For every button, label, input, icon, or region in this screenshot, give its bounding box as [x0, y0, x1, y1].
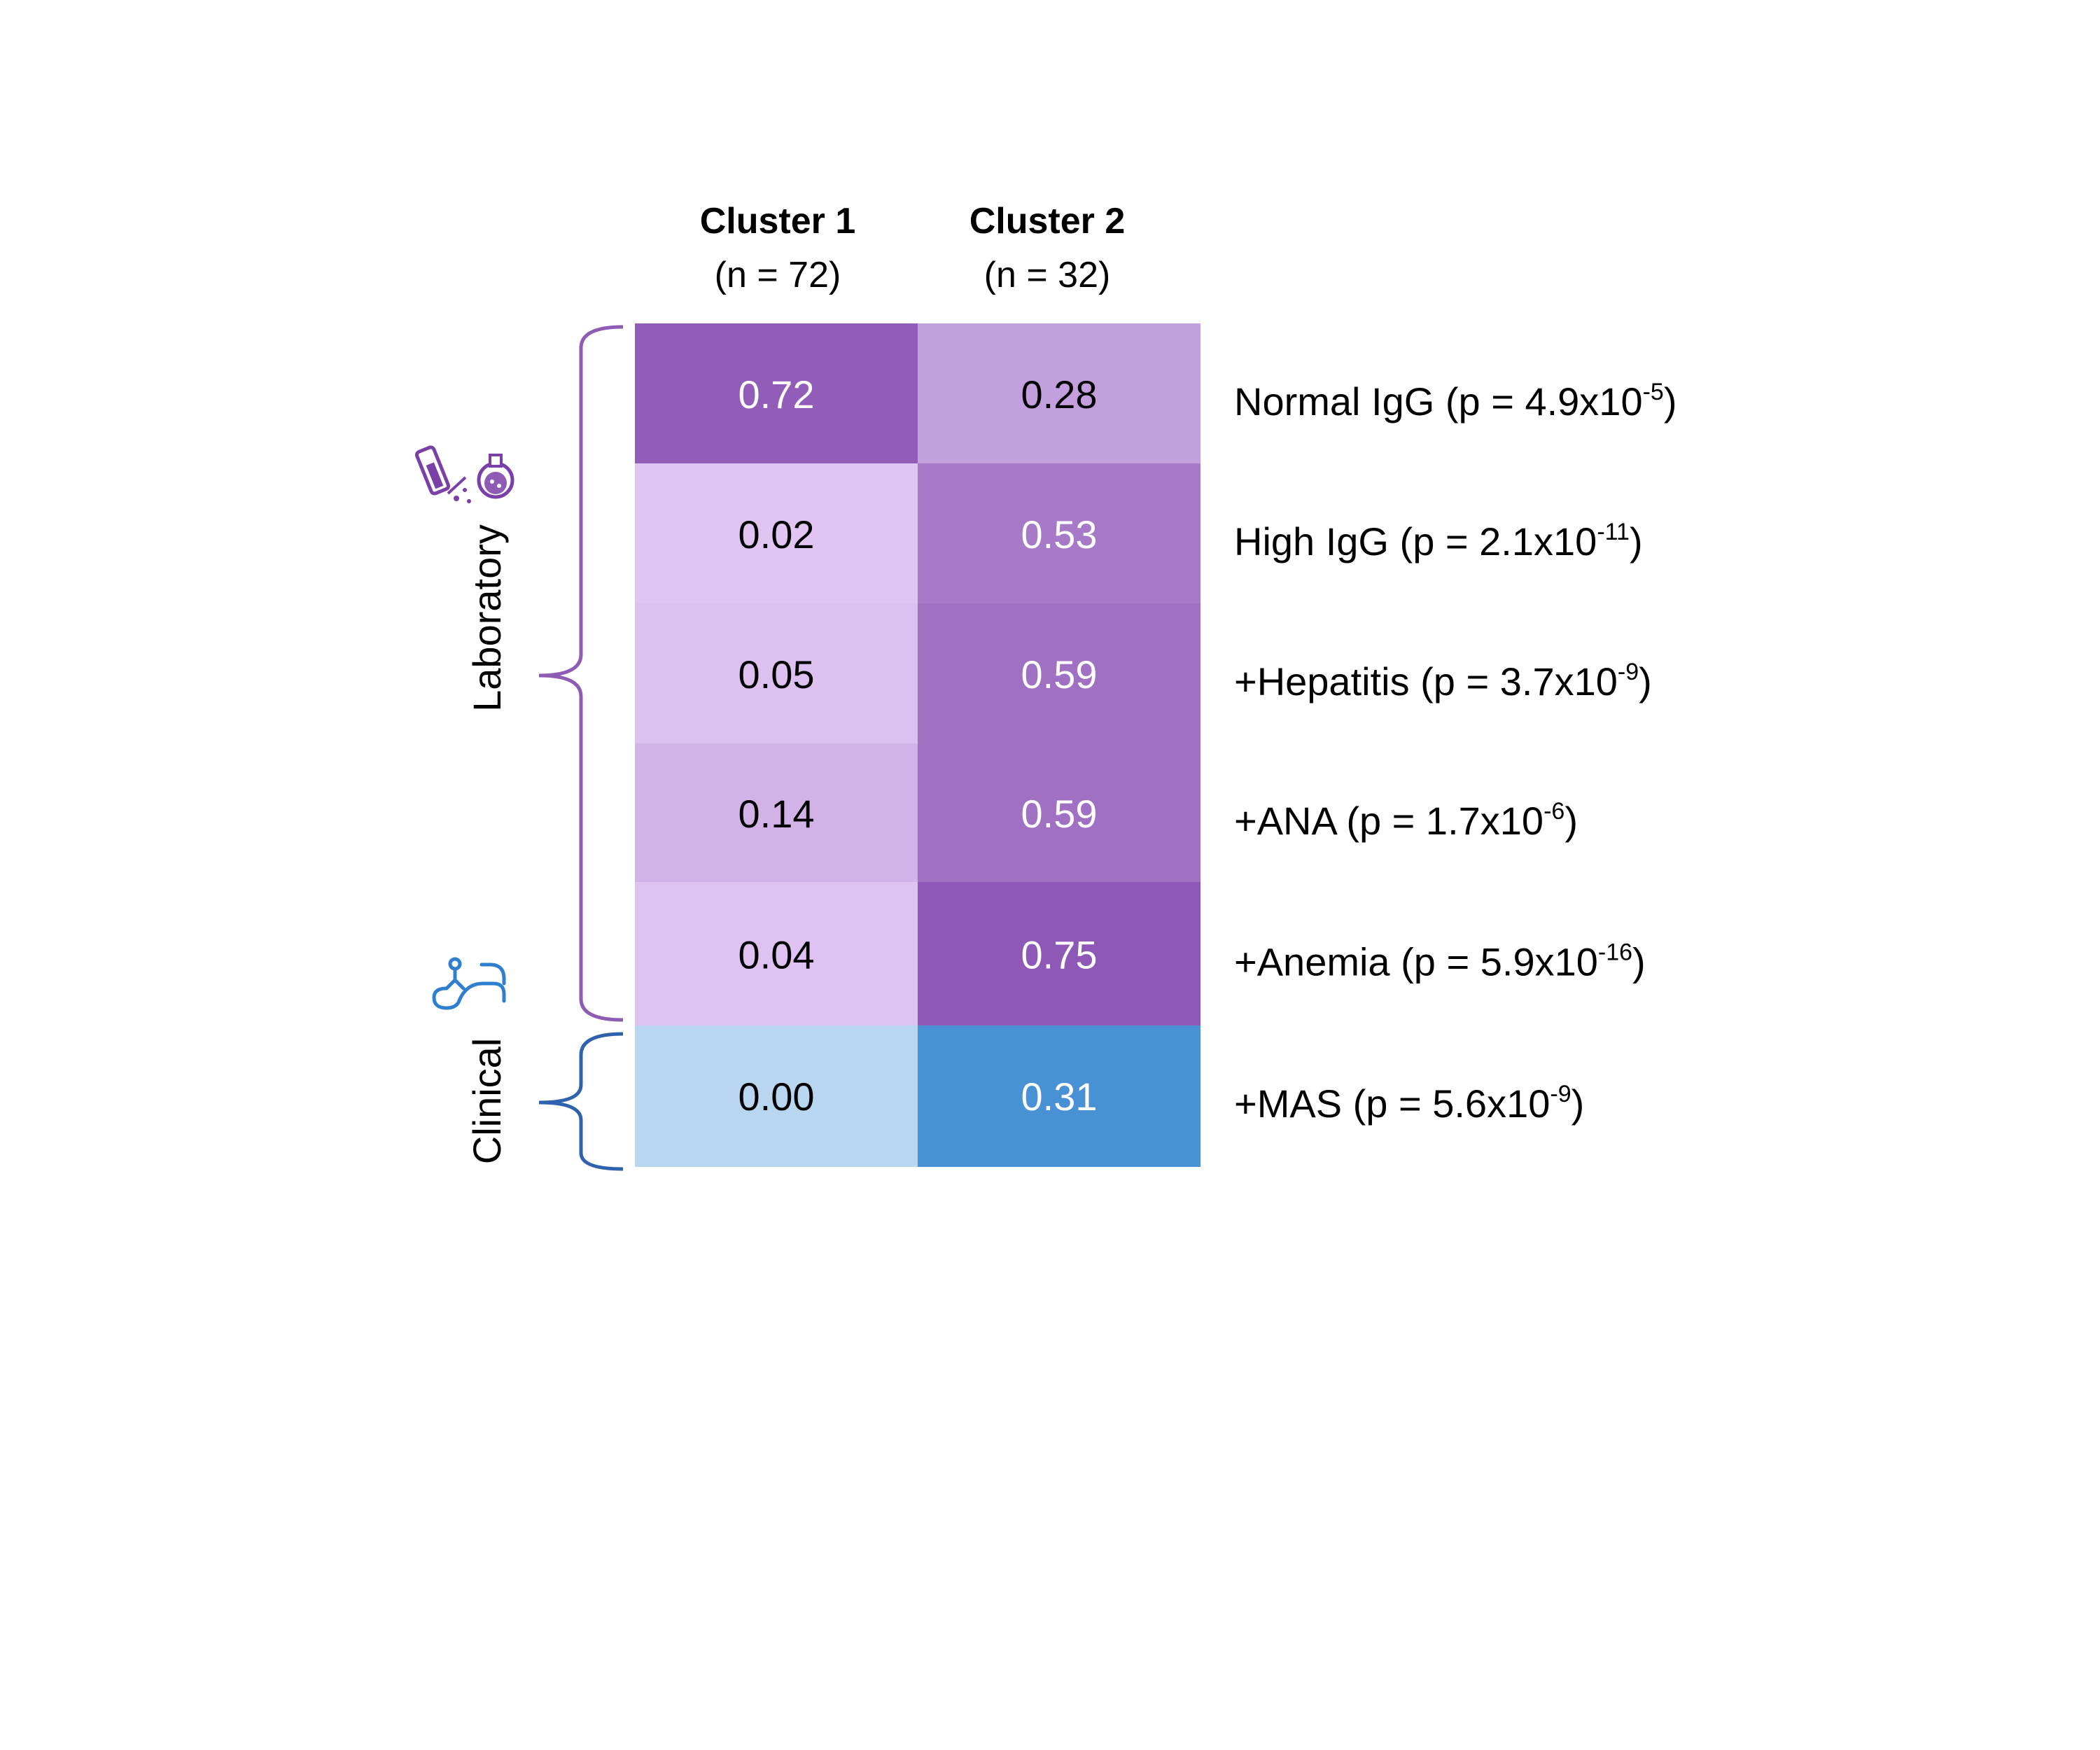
- heatmap-cell: [918, 463, 1200, 605]
- column-title-cluster-1: Cluster 1: [700, 201, 856, 241]
- cell-value-label: 0.02: [738, 512, 815, 556]
- heatmap-cell: [918, 882, 1200, 1027]
- group-label-clinical: Clinical: [465, 1038, 509, 1165]
- heatmap-cell: [918, 1026, 1200, 1167]
- stethoscope-icon: [432, 957, 506, 1010]
- cell-value-label: 0.14: [738, 792, 815, 836]
- column-subtitle-cluster-1: (n = 72): [715, 255, 841, 295]
- heatmap-cell: [635, 882, 918, 1027]
- laboratory-bracket: [538, 325, 624, 1022]
- row-label: Normal IgG (p = 4.9x10-5): [1234, 379, 1677, 424]
- flask-icon: [414, 445, 514, 503]
- heatmap-cell: [635, 1026, 918, 1167]
- row-label: High IgG (p = 2.1x10-11): [1234, 519, 1643, 564]
- cell-value-label: 0.72: [738, 372, 815, 416]
- row-label: +Hepatitis (p = 3.7x10-9): [1234, 659, 1652, 704]
- cell-value-label: 0.53: [1021, 512, 1098, 556]
- group-label-laboratory: Laboratory: [465, 524, 509, 712]
- column-title-cluster-2: Cluster 2: [969, 201, 1126, 241]
- cell-value-label: 0.59: [1021, 792, 1098, 836]
- column-headers: Cluster 1 (n = 72) Cluster 2 (n = 32): [700, 201, 1126, 295]
- row-label: +Anemia (p = 5.9x10-16): [1234, 939, 1646, 984]
- cell-value-label: 0.05: [738, 652, 815, 696]
- row-label: +MAS (p = 5.6x10-9): [1234, 1081, 1584, 1126]
- heatmap-cell: [635, 463, 918, 605]
- heatmap-cell: [635, 603, 918, 745]
- cell-value-label: 0.75: [1021, 933, 1098, 977]
- row-labels: Normal IgG (p = 4.9x10-5) High IgG (p = 2…: [1234, 379, 1677, 1126]
- cell-value-label: 0.59: [1021, 652, 1098, 696]
- column-subtitle-cluster-2: (n = 32): [984, 255, 1111, 295]
- heatmap-cell: [918, 603, 1200, 745]
- clinical-bracket: [538, 1032, 624, 1171]
- cell-value-label: 0.04: [738, 933, 815, 977]
- cell-value-label: 0.31: [1021, 1074, 1098, 1119]
- cell-value-label: 0.00: [738, 1074, 815, 1119]
- heatmap-cells: 0.72 0.28 0.02 0.53 0.05 0.59 0.14 0.59 0.04 0.75…: [635, 323, 1200, 1167]
- heatmap-cell: [635, 323, 918, 465]
- heatmap-cell: [918, 323, 1200, 465]
- heatmap-cell: [918, 743, 1200, 883]
- row-label: +ANA (p = 1.7x10-6): [1234, 798, 1578, 843]
- heatmap-cell: [635, 743, 918, 883]
- cell-value-label: 0.28: [1021, 372, 1098, 416]
